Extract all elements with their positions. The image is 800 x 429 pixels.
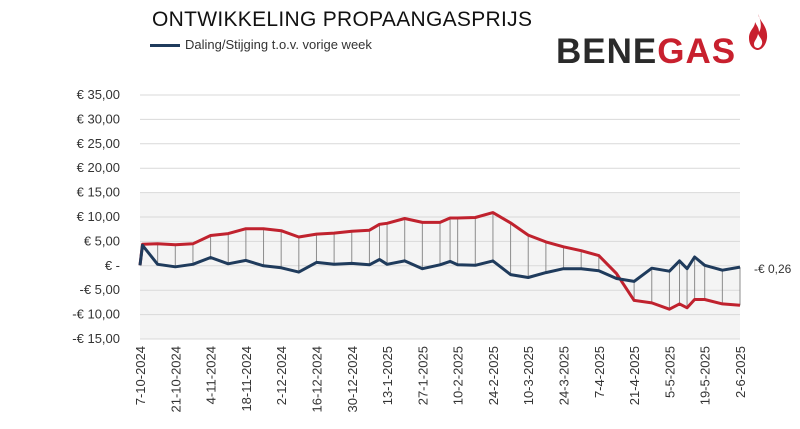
legend-swatch bbox=[150, 44, 180, 47]
x-tick-label: 2-12-2024 bbox=[274, 346, 289, 405]
x-tick-label: 10-2-2025 bbox=[451, 346, 466, 405]
y-tick-labels: -€ 15,00 -€ 10,00 -€ 5,00 € - € 5,00 € 10,00 €… bbox=[72, 87, 120, 346]
x-tick-label: 7-10-2024 bbox=[133, 346, 148, 405]
flame-icon bbox=[749, 14, 768, 50]
x-tick-label: 4-11-2024 bbox=[204, 346, 219, 404]
benegas-logo: BENEGAS bbox=[556, 32, 737, 71]
y-tick-label: € 30,00 bbox=[77, 111, 120, 126]
legend: Daling/Stijging t.o.v. vorige week bbox=[150, 36, 390, 53]
y-tick-label: -€ 10,00 bbox=[72, 307, 120, 322]
y-tick-label: € 5,00 bbox=[84, 233, 120, 248]
x-tick-label: 13-1-2025 bbox=[380, 346, 395, 405]
chart-title: ONTWIKKELING PROPAANGASPRIJS bbox=[152, 8, 533, 31]
x-tick-label: 30-12-2024 bbox=[345, 346, 360, 413]
x-tick-label: 18-11-2024 bbox=[239, 346, 254, 412]
y-tick-label: -€ 5,00 bbox=[80, 282, 120, 297]
x-tick-label: 5-5-2025 bbox=[662, 346, 677, 398]
x-tick-label: 19-5-2025 bbox=[698, 346, 713, 405]
y-tick-label: € 20,00 bbox=[77, 160, 120, 175]
series-line-weekly-change bbox=[138, 243, 741, 283]
y-tick-label: -€ 15,00 bbox=[72, 331, 120, 346]
x-tick-label: 2-6-2025 bbox=[733, 346, 748, 398]
y-tick-label: € 10,00 bbox=[77, 209, 120, 224]
series bbox=[138, 211, 741, 311]
x-tick-label: 27-1-2025 bbox=[415, 346, 430, 405]
drop-lines bbox=[142, 212, 741, 310]
x-tick-label: 7-4-2025 bbox=[592, 346, 607, 398]
x-tick-label: 24-3-2025 bbox=[557, 346, 572, 405]
x-tick-label: 21-4-2025 bbox=[627, 346, 642, 405]
gridlines bbox=[140, 94, 740, 340]
series-line-cumulative bbox=[138, 211, 741, 311]
x-tick-label: 16-12-2024 bbox=[309, 346, 324, 413]
y-tick-label: € 35,00 bbox=[77, 87, 120, 102]
x-tick-label: 21-10-2024 bbox=[168, 346, 183, 413]
end-value-label: -€ 0,26 bbox=[754, 262, 792, 276]
y-tick-label: € 25,00 bbox=[77, 136, 120, 151]
y-tick-label: € - bbox=[105, 258, 120, 273]
x-tick-label: 10-3-2025 bbox=[521, 346, 536, 405]
legend-label: Daling/Stijging t.o.v. vorige week bbox=[185, 37, 372, 52]
x-tick-label: 24-2-2025 bbox=[486, 346, 501, 405]
x-tick-labels: 7-10-2024 21-10-2024 4-11-2024 18-11-2024 2-… bbox=[133, 346, 748, 413]
y-tick-label: € 15,00 bbox=[77, 185, 120, 200]
